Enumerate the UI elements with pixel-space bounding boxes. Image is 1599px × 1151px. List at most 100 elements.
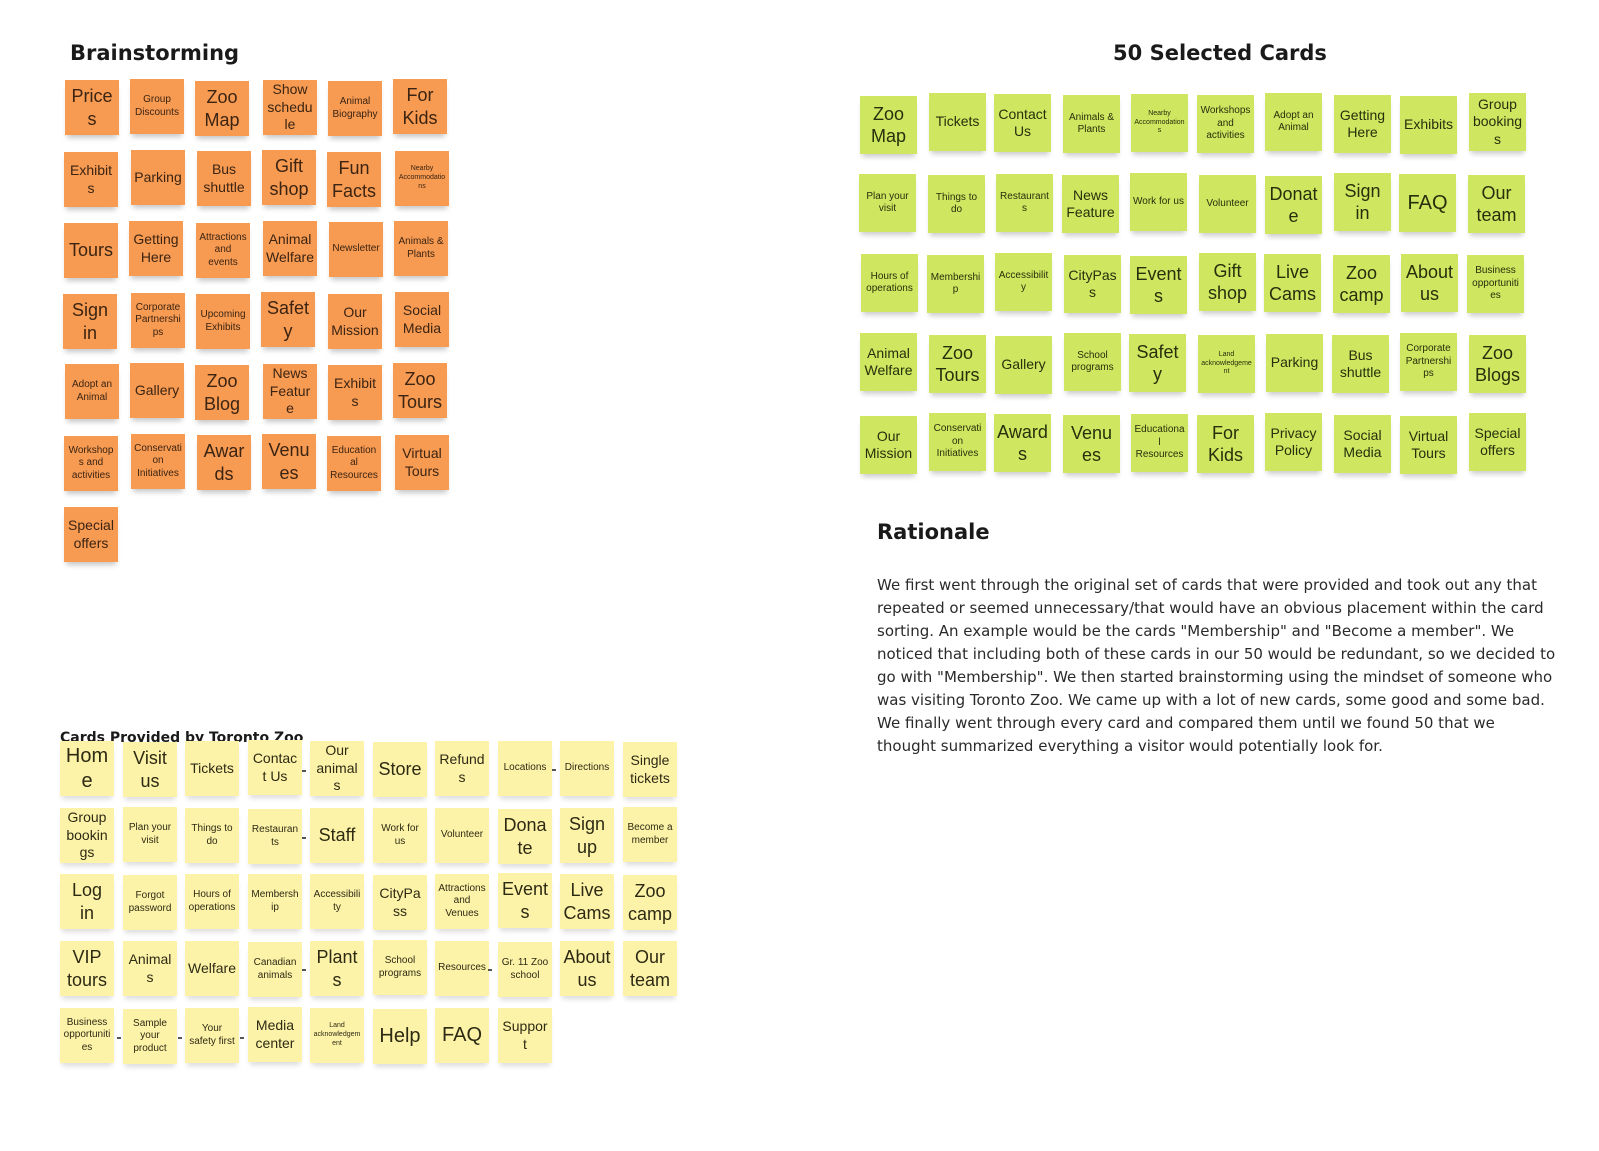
provided-card-become-a-member[interactable]: Become a member [623,807,677,862]
provided-card-help[interactable]: Help [373,1009,427,1064]
selected-card-accessibility[interactable]: Accessibility [995,253,1052,311]
selected-card-conservation-initiatives[interactable]: Conservation Initiatives [929,413,986,471]
provided-card-media-center[interactable]: Media center [248,1007,302,1062]
brainstorming-card-fun-facts[interactable]: Fun Facts [327,152,381,207]
provided-card-sample-your-product[interactable]: Sample your product [123,1009,177,1064]
brainstorming-card-news-feature[interactable]: News Feature [263,364,317,419]
selected-card-zoo-camp[interactable]: Zoo camp [1333,255,1390,313]
selected-card-work-for-us[interactable]: Work for us [1130,173,1187,231]
provided-card-volunteer[interactable]: Volunteer [435,808,489,863]
provided-card-restaurants[interactable]: Restaurants [248,809,302,864]
brainstorming-card-educational-resources[interactable]: Educational Resources [327,436,381,491]
selected-card-business-opportunities[interactable]: Business opportunities [1467,255,1524,313]
provided-card-forgot-password[interactable]: Forgot password [123,875,177,930]
provided-card-citypass[interactable]: CityPass [373,875,427,930]
selected-card-safety[interactable]: Safety [1129,334,1186,392]
selected-card-news-feature[interactable]: News Feature [1062,175,1119,233]
selected-card-exhibits[interactable]: Exhibits [1400,96,1457,154]
provided-card-events[interactable]: Events [498,873,552,928]
selected-card-group-bookings[interactable]: Group bookings [1469,93,1526,151]
selected-card-faq[interactable]: FAQ [1399,174,1456,232]
selected-card-privacy-policy[interactable]: Privacy Policy [1265,413,1322,471]
provided-card-faq[interactable]: FAQ [435,1008,489,1063]
provided-card-gr-11-zoo-school[interactable]: Gr. 11 Zoo school [498,942,552,997]
selected-card-zoo-blogs[interactable]: Zoo Blogs [1469,335,1526,393]
selected-card-getting-here[interactable]: Getting Here [1334,95,1391,153]
provided-card-membership[interactable]: Membership [248,874,302,929]
selected-card-our-mission[interactable]: Our Mission [860,416,917,474]
provided-card-our-animals[interactable]: Our animals [310,741,364,796]
selected-card-land-acknowledgement[interactable]: Land acknowledgement [1198,335,1255,393]
brainstorming-card-corporate-partnerships[interactable]: Corporate Partnerships [131,293,185,348]
provided-card-animals[interactable]: Animals [123,941,177,996]
selected-card-workshops-and-activities[interactable]: Workshops and activities [1197,95,1254,153]
brainstorming-card-gift-shop[interactable]: Gift shop [262,150,316,205]
selected-card-adopt-an-animal[interactable]: Adopt an Animal [1265,93,1322,151]
brainstorming-card-animal-biography[interactable]: Animal Biography [328,81,382,136]
selected-card-membership[interactable]: Membership [927,255,984,313]
provided-card-your-safety-first[interactable]: Your safety first [185,1008,239,1063]
provided-card-refunds[interactable]: Refunds [435,741,489,796]
provided-card-tickets[interactable]: Tickets [185,741,239,796]
selected-card-plan-your-visit[interactable]: Plan your visit [859,174,916,232]
provided-card-live-cams[interactable]: Live Cams [560,874,614,929]
selected-card-live-cams[interactable]: Live Cams [1264,254,1321,312]
selected-card-about-us[interactable]: About us [1401,254,1458,312]
brainstorming-card-animal-welfare[interactable]: Animal Welfare [263,221,317,276]
provided-card-contact-us[interactable]: Contact Us [248,740,302,795]
provided-card-welfare[interactable]: Welfare [185,941,239,996]
provided-card-resources[interactable]: Resources [435,941,489,996]
brainstorming-card-special-offers[interactable]: Special offers [64,507,118,562]
provided-card-plan-your-visit[interactable]: Plan your visit [123,807,177,862]
brainstorming-card-adopt-an-animal[interactable]: Adopt an Animal [65,364,119,419]
selected-card-school-programs[interactable]: School programs [1064,333,1121,391]
brainstorming-card-zoo-map[interactable]: Zoo Map [195,81,249,136]
provided-card-work-for-us[interactable]: Work for us [373,808,427,863]
selected-card-citypass[interactable]: CityPass [1064,255,1121,313]
brainstorming-card-show-schedule[interactable]: Show schedule [263,80,317,135]
provided-card-plants[interactable]: Plants [310,941,364,996]
selected-card-gift-shop[interactable]: Gift shop [1199,253,1256,311]
provided-card-vip-tours[interactable]: VIP tours [60,941,114,996]
selected-card-educational-resources[interactable]: Educational Resources [1131,414,1188,472]
brainstorming-card-group-discounts[interactable]: Group Discounts [130,79,184,134]
selected-card-contact-us[interactable]: Contact Us [994,94,1051,152]
brainstorming-card-virtual-tours[interactable]: Virtual Tours [395,435,449,490]
brainstorming-card-getting-here[interactable]: Getting Here [129,221,183,276]
provided-card-accessibility[interactable]: Accessibility [310,874,364,929]
brainstorming-card-bus-shuttle[interactable]: Bus shuttle [197,151,251,206]
selected-card-corporate-partnerships[interactable]: Corporate Partnerships [1400,333,1457,391]
provided-card-group-bookings[interactable]: Group bookings [60,808,114,863]
selected-card-social-media[interactable]: Social Media [1334,415,1391,473]
selected-card-venues[interactable]: Venues [1063,415,1120,473]
brainstorming-card-tours[interactable]: Tours [64,223,118,278]
provided-card-business-opportunities[interactable]: Business opportunities [60,1008,114,1063]
provided-card-donate[interactable]: Donate [498,809,552,864]
brainstorming-card-social-media[interactable]: Social Media [395,292,449,347]
brainstorming-card-upcoming-exhibits[interactable]: Upcoming Exhibits [196,294,250,349]
selected-card-zoo-map[interactable]: Zoo Map [860,96,917,154]
provided-card-zoo-camp[interactable]: Zoo camp [623,875,677,930]
selected-card-animals-and-plants[interactable]: Animals & Plants [1063,95,1120,153]
brainstorming-card-newsletter[interactable]: Newsletter [329,222,383,277]
selected-card-events[interactable]: Events [1130,256,1187,314]
selected-card-volunteer[interactable]: Volunteer [1199,175,1256,233]
brainstorming-card-animals-and-plants[interactable]: Animals & Plants [394,221,448,276]
provided-card-single-tickets[interactable]: Single tickets [623,742,677,797]
selected-card-donate[interactable]: Donate [1265,176,1322,234]
provided-card-staff[interactable]: Staff [310,808,364,863]
provided-card-things-to-do[interactable]: Things to do [185,808,239,863]
selected-card-nearby-accommodations[interactable]: Nearby Accommodations [1131,94,1188,152]
brainstorming-card-parking[interactable]: Parking [131,150,185,205]
brainstorming-card-for-kids[interactable]: For Kids [393,79,447,134]
brainstorming-card-gallery[interactable]: Gallery [130,363,184,418]
brainstorming-card-zoo-tours[interactable]: Zoo Tours [393,363,447,418]
selected-card-awards[interactable]: Awards [994,414,1051,472]
selected-card-sign-in[interactable]: Sign in [1334,173,1391,231]
provided-card-sign-up[interactable]: Sign up [560,808,614,863]
brainstorming-card-exhibits[interactable]: Exhibits [328,365,382,420]
selected-card-tickets[interactable]: Tickets [929,93,986,151]
provided-card-home[interactable]: Home [60,741,114,796]
selected-card-animal-welfare[interactable]: Animal Welfare [860,333,917,391]
selected-card-gallery[interactable]: Gallery [995,336,1052,394]
